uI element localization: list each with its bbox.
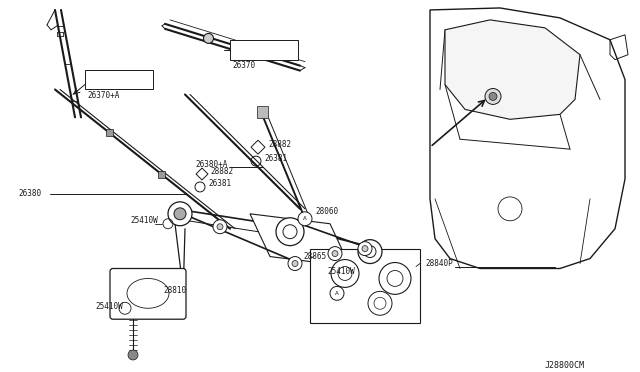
Text: 28840P: 28840P [425, 259, 452, 268]
Text: NOT FOR SALE: NOT FOR SALE [232, 42, 283, 48]
Polygon shape [610, 35, 628, 60]
Text: 25410W: 25410W [327, 266, 355, 276]
Text: 26370+A: 26370+A [87, 92, 120, 100]
Circle shape [379, 263, 411, 294]
Text: 28882: 28882 [210, 167, 233, 176]
Bar [310, 248, 420, 323]
Bar [257, 106, 268, 118]
Text: 26380+A: 26380+A [195, 160, 227, 169]
Bar [230, 40, 298, 60]
Circle shape [332, 251, 338, 257]
Circle shape [217, 224, 223, 230]
Circle shape [362, 246, 368, 251]
Circle shape [368, 291, 392, 315]
Text: 26381: 26381 [208, 179, 231, 189]
Circle shape [174, 208, 186, 220]
Text: 26370: 26370 [232, 61, 255, 70]
Circle shape [331, 260, 359, 288]
Circle shape [213, 220, 227, 234]
Circle shape [292, 260, 298, 266]
Text: A: A [335, 291, 339, 296]
Text: A: A [303, 216, 307, 221]
Bar [85, 70, 153, 90]
Text: NOT FOR SALE: NOT FOR SALE [87, 71, 138, 78]
Circle shape [358, 242, 372, 256]
Polygon shape [445, 20, 580, 119]
Bar [158, 171, 165, 178]
Text: 28882: 28882 [268, 140, 291, 149]
Polygon shape [250, 214, 350, 266]
Circle shape [276, 218, 304, 246]
Text: 28060: 28060 [315, 207, 338, 216]
Circle shape [485, 89, 501, 105]
Circle shape [298, 212, 312, 226]
Circle shape [328, 247, 342, 260]
Text: 26381: 26381 [264, 154, 287, 163]
Circle shape [204, 33, 214, 44]
FancyBboxPatch shape [110, 269, 186, 319]
Text: 25410W: 25410W [95, 302, 123, 311]
Text: J28800CM: J28800CM [545, 361, 585, 370]
Circle shape [128, 350, 138, 360]
Text: 28810: 28810 [163, 286, 186, 295]
Circle shape [330, 286, 344, 300]
Circle shape [489, 93, 497, 100]
Text: 25410W: 25410W [130, 216, 157, 225]
Text: 26380: 26380 [18, 189, 41, 198]
Circle shape [358, 240, 382, 263]
Circle shape [168, 202, 192, 226]
Circle shape [257, 50, 268, 60]
Circle shape [288, 257, 302, 270]
Bar [106, 129, 113, 136]
Text: 28865: 28865 [303, 251, 326, 261]
